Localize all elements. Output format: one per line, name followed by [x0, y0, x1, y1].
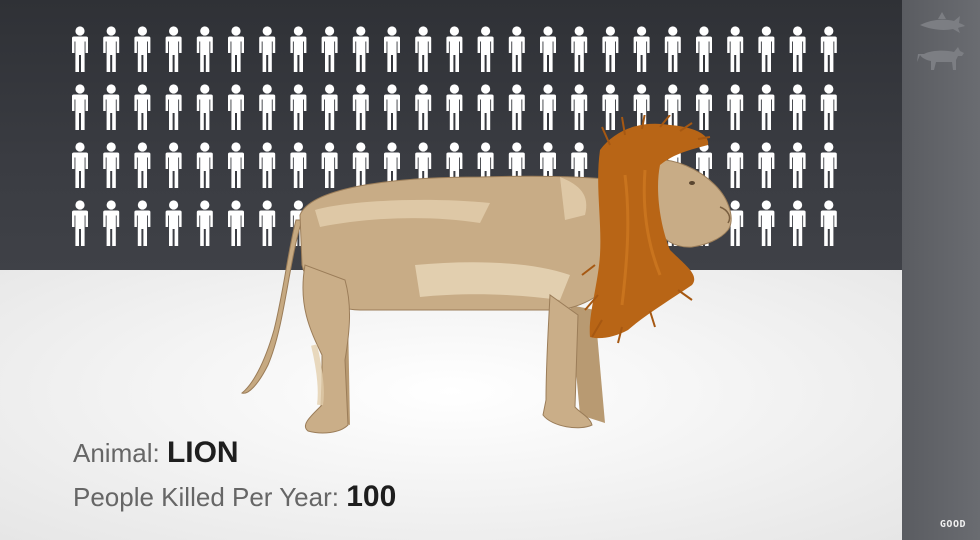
person-icon [103, 200, 120, 246]
person-icon [384, 142, 400, 188]
wolf-icon[interactable] [916, 42, 968, 72]
person-icon [72, 84, 88, 130]
person-icon [789, 200, 806, 246]
animal-value: LION [166, 436, 239, 469]
person-icon [820, 142, 837, 188]
person-icon [696, 84, 712, 130]
person-icon [727, 142, 744, 188]
person-icon [352, 142, 369, 188]
person-icon [633, 84, 650, 130]
sidebar: GOOD [902, 0, 980, 540]
person-icon [446, 84, 463, 130]
person-icon [602, 84, 619, 130]
brand-label: GOOD [939, 519, 966, 530]
person-icon [758, 84, 775, 130]
person-icon [196, 200, 213, 246]
lion-illustration [230, 115, 750, 445]
person-icon [602, 26, 619, 72]
person-icon [134, 142, 151, 188]
person-icon [540, 84, 556, 130]
person-icon [134, 200, 151, 246]
people-icon-grid [68, 26, 848, 256]
person-icon [727, 26, 744, 72]
person-icon [228, 200, 244, 246]
person-icon [789, 142, 806, 188]
person-icon [259, 84, 276, 130]
person-icon [290, 26, 307, 72]
person-icon [165, 26, 182, 72]
person-icon [352, 84, 369, 130]
person-icon [789, 26, 806, 72]
person-icon [72, 142, 88, 188]
person-icon [696, 26, 712, 72]
animal-label: Animal: [73, 438, 160, 468]
person-icon [228, 26, 244, 72]
person-icon [820, 26, 837, 72]
person-icon [508, 26, 525, 72]
person-icon [228, 142, 244, 188]
person-icon [758, 200, 775, 246]
person-icon [259, 26, 276, 72]
person-icon [477, 84, 494, 130]
person-icon [321, 26, 338, 72]
person-icon [384, 84, 400, 130]
person-icon [415, 84, 432, 130]
people-killed-value: 100 [346, 480, 397, 513]
person-icon [571, 84, 588, 130]
person-icon [134, 26, 151, 72]
person-icon [758, 142, 775, 188]
animal-caption: Animal: LION [73, 436, 239, 470]
person-icon [508, 84, 525, 130]
shark-icon[interactable] [916, 8, 968, 38]
person-icon [758, 26, 775, 72]
person-icon [134, 84, 151, 130]
person-icon [820, 84, 837, 130]
person-icon [727, 84, 744, 130]
person-icon [352, 26, 369, 72]
person-icon [196, 26, 213, 72]
person-icon [103, 26, 120, 72]
person-icon [103, 142, 120, 188]
stage: Animal: LION People Killed Per Year: 100 [0, 0, 902, 540]
person-icon [664, 84, 681, 130]
person-icon [165, 84, 182, 130]
person-icon [72, 26, 88, 72]
person-icon [290, 142, 307, 188]
person-icon [789, 84, 806, 130]
people-killed-label: People Killed Per Year: [73, 482, 339, 512]
person-icon [540, 26, 556, 72]
person-icon [446, 26, 463, 72]
person-icon [290, 84, 307, 130]
person-icon [165, 142, 182, 188]
person-icon [321, 84, 338, 130]
person-icon [415, 26, 432, 72]
person-icon [259, 200, 276, 246]
person-icon [103, 84, 120, 130]
person-icon [477, 26, 494, 72]
person-icon [384, 26, 400, 72]
person-icon [259, 142, 276, 188]
person-icon [571, 26, 588, 72]
person-icon [321, 142, 338, 188]
person-icon [664, 26, 681, 72]
person-icon [196, 142, 213, 188]
person-icon [228, 84, 244, 130]
people-killed-caption: People Killed Per Year: 100 [73, 480, 396, 514]
floor-backdrop [0, 270, 902, 540]
person-icon [165, 200, 182, 246]
person-icon [633, 26, 650, 72]
person-icon [72, 200, 88, 246]
person-icon [196, 84, 213, 130]
person-icon [820, 200, 837, 246]
